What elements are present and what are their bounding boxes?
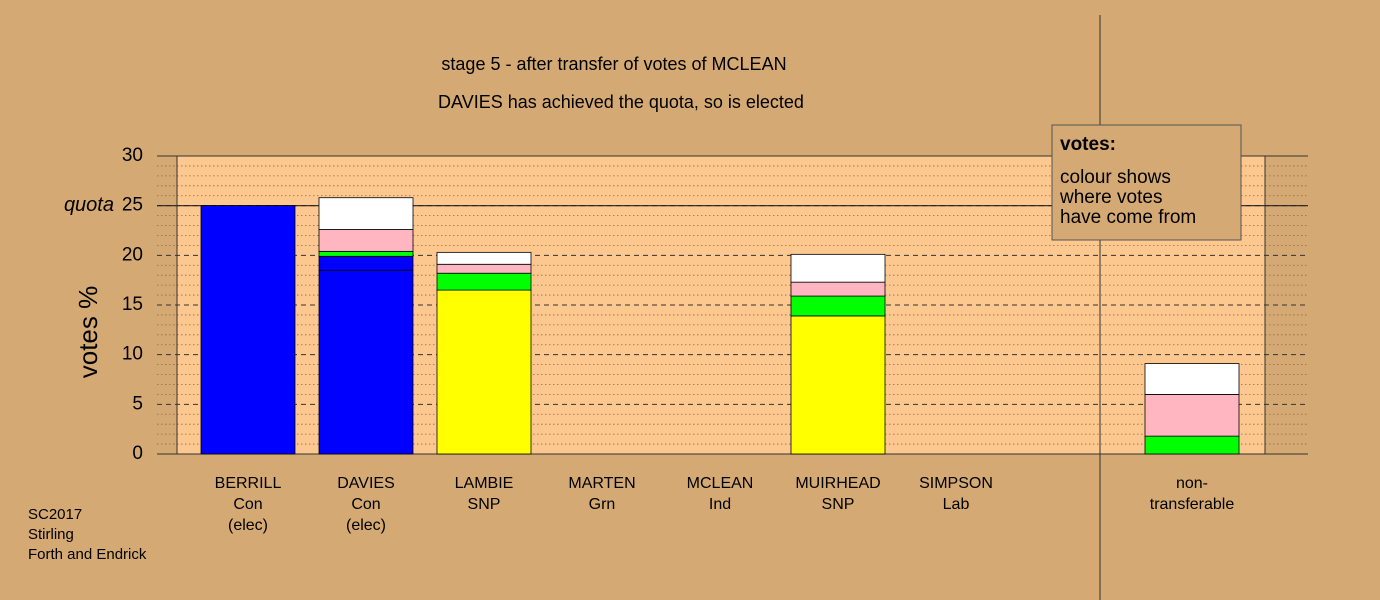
bar-segment (318, 250, 414, 257)
x-tick-label: Con (351, 496, 380, 513)
bar-segment (318, 197, 414, 230)
x-tick-label: Con (233, 496, 262, 513)
bar-segment (1144, 435, 1240, 455)
x-tick-label: Grn (589, 496, 616, 513)
x-tick-label: MARTEN (568, 475, 635, 492)
legend-text: colour shows (1060, 167, 1171, 188)
bar-segment (200, 205, 296, 455)
y-tick-label: 5 (132, 393, 143, 414)
legend-box (1051, 124, 1242, 241)
y-tick-label: 25 (122, 195, 143, 216)
footer-text: Stirling (28, 526, 74, 543)
x-tick-label: DAVIES (337, 475, 395, 492)
footer-text: Forth and Endrick (28, 546, 147, 563)
bar-segment (436, 251, 532, 265)
x-tick-label: SNP (822, 496, 855, 513)
bars (200, 197, 1240, 455)
quota-label: quota (64, 194, 114, 216)
y-tick-label: 0 (132, 443, 143, 464)
x-tick-label: MCLEAN (687, 475, 754, 492)
x-tick-label: (elec) (228, 517, 268, 534)
x-tick-label: non- (1176, 475, 1208, 492)
x-tick-label: MUIRHEAD (795, 475, 880, 492)
legend-text: votes: (1060, 134, 1116, 155)
x-tick-label: SNP (468, 496, 501, 513)
legend-text: have come from (1060, 207, 1196, 228)
y-axis-label: votes % (73, 286, 103, 379)
bar-segment (318, 255, 414, 271)
bar-segment (436, 289, 532, 455)
y-tick-label: 15 (122, 294, 143, 315)
y-tick-label: 30 (122, 145, 143, 166)
y-tick-label: 20 (122, 244, 143, 265)
bar-segment (790, 253, 886, 283)
legend-text: where votes (1059, 187, 1162, 208)
x-tick-label: SIMPSON (919, 475, 993, 492)
bar-segment (790, 315, 886, 455)
bar-segment (790, 281, 886, 297)
x-tick-label: BERRILL (215, 475, 282, 492)
bar-segment (318, 229, 414, 252)
chart-title: stage 5 - after transfer of votes of MCL… (441, 54, 786, 74)
chart-subtitle: DAVIES has achieved the quota, so is ele… (438, 92, 804, 112)
x-tick-label: Lab (943, 496, 970, 513)
footer-text: SC2017 (28, 506, 82, 523)
x-tick-label: LAMBIE (455, 475, 514, 492)
x-tick-label: transferable (1150, 496, 1235, 513)
bar-segment (436, 272, 532, 291)
bar-segment (436, 263, 532, 274)
bar-segment (318, 269, 414, 455)
x-tick-label: Ind (709, 496, 731, 513)
bar-segment (1144, 363, 1240, 395)
x-tick-label: (elec) (346, 517, 386, 534)
bar-segment (1144, 393, 1240, 437)
y-tick-label: 10 (122, 344, 143, 365)
bar-segment (790, 295, 886, 317)
